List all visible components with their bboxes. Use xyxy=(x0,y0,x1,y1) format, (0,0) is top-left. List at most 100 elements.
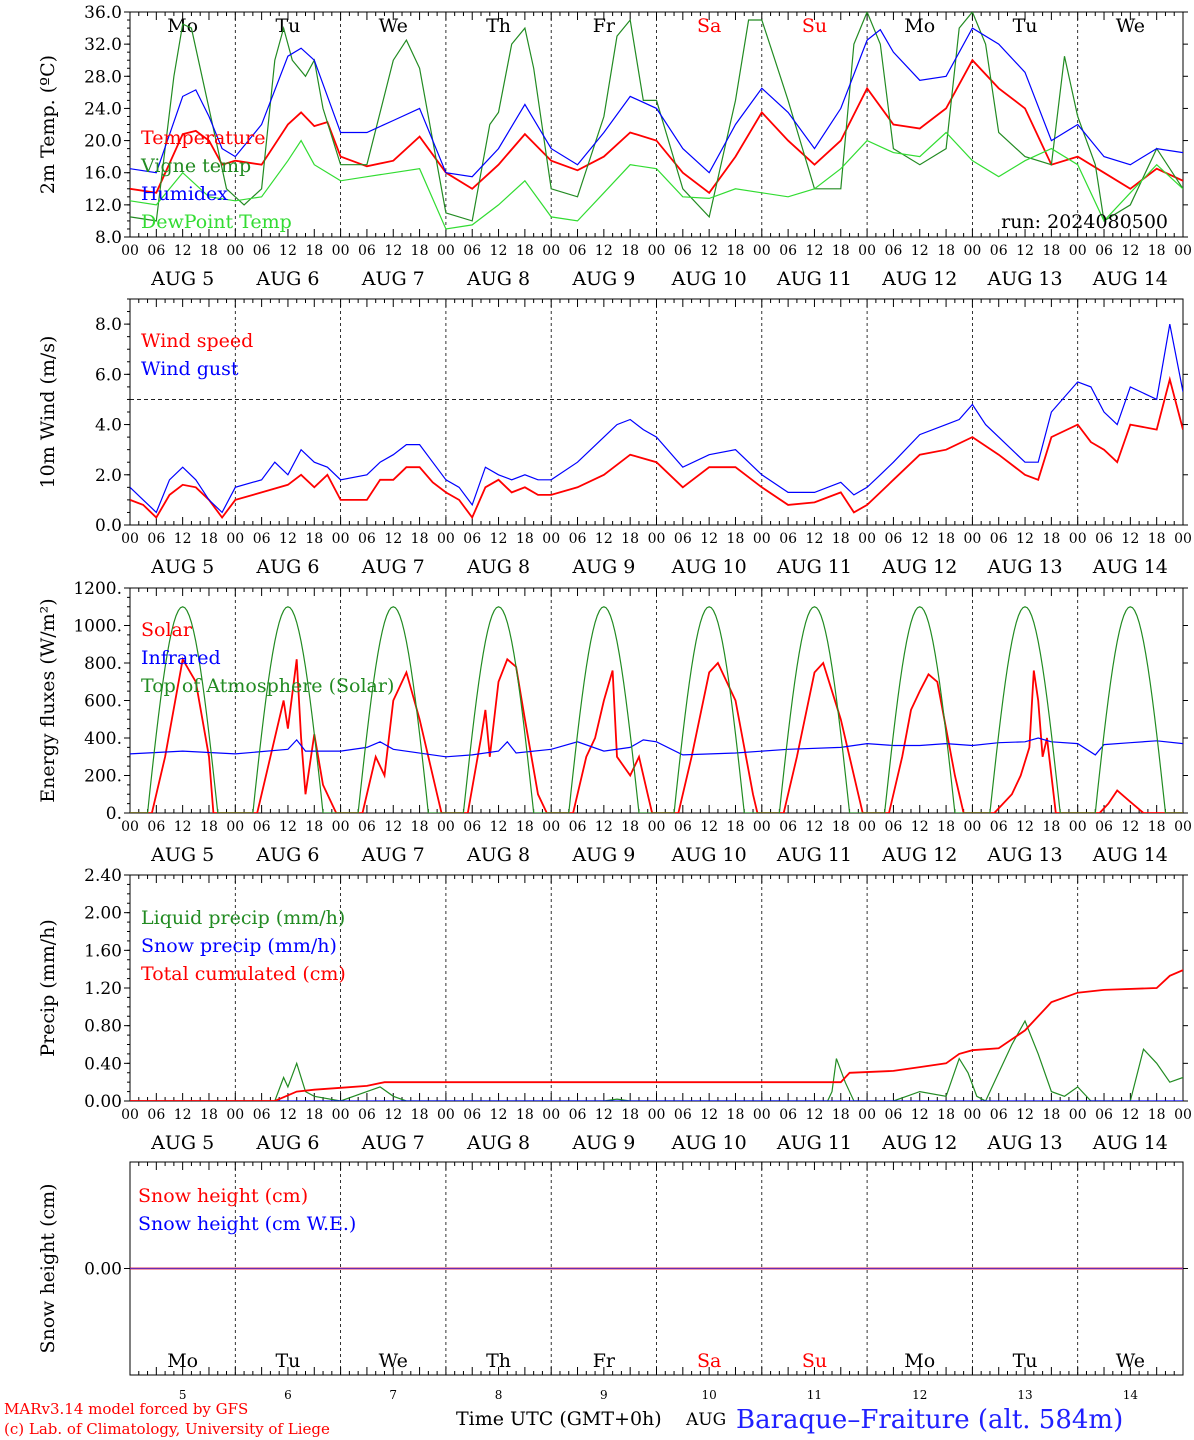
hour-tick-label: 18 xyxy=(727,1107,745,1123)
hour-tick-label: 06 xyxy=(674,531,692,547)
legend-entry: DewPoint Temp xyxy=(141,211,292,233)
legend-entry: Vigne temp xyxy=(140,155,251,177)
y-tick-label: 400. xyxy=(84,729,122,749)
legend-entry: Solar xyxy=(141,619,193,641)
y-axis-label: Snow height (cm) xyxy=(37,1183,59,1353)
hour-tick-label: 12 xyxy=(911,1107,929,1123)
hour-tick-label: 00 xyxy=(858,243,876,259)
hour-tick-label: 00 xyxy=(858,1107,876,1123)
date-label: AUG 7 xyxy=(361,268,425,290)
hour-tick-label: 12 xyxy=(1016,1107,1034,1123)
y-tick-label: 0.0 xyxy=(95,516,122,536)
day-number: 13 xyxy=(1017,1388,1032,1402)
hour-tick-label: 06 xyxy=(990,531,1008,547)
hour-tick-label: 12 xyxy=(700,819,718,835)
hour-tick-label: 06 xyxy=(569,243,587,259)
y-axis-label: Energy fluxes (W/m²) xyxy=(37,598,59,802)
legend-entry: Top of Atmosphere (Solar) xyxy=(141,675,394,697)
date-label: AUG 5 xyxy=(150,1132,214,1154)
date-label: AUG 11 xyxy=(776,844,852,866)
day-name: Tu xyxy=(1013,1350,1038,1372)
hour-tick-label: 00 xyxy=(332,1107,350,1123)
series-line-total-cumulated-cm xyxy=(130,969,1183,1101)
hour-tick-label: 00 xyxy=(226,243,244,259)
hour-tick-label: 00 xyxy=(437,243,455,259)
y-tick-label: 36.0 xyxy=(84,3,122,23)
day-name: Th xyxy=(486,15,511,37)
hour-tick-label: 18 xyxy=(937,531,955,547)
run-annotation: run: 2024080500 xyxy=(1001,211,1168,233)
y-tick-label: 0. xyxy=(106,804,122,824)
day-name: We xyxy=(379,15,408,37)
y-tick-label: 28.0 xyxy=(84,67,122,87)
date-label: AUG 10 xyxy=(671,844,747,866)
hour-tick-label: 00 xyxy=(542,531,560,547)
day-name: We xyxy=(1116,1350,1145,1372)
hour-tick-label: 06 xyxy=(463,1107,481,1123)
footer: MARv3.14 model forced by GFS (c) Lab. of… xyxy=(4,1400,1123,1438)
hour-tick-label: 00 xyxy=(332,819,350,835)
hour-tick-label: 06 xyxy=(885,243,903,259)
time-axis-label: Time UTC (GMT+0h) xyxy=(456,1408,662,1430)
hour-tick-label: 12 xyxy=(490,819,508,835)
hour-tick-label: 12 xyxy=(384,1107,402,1123)
series-line-vigne-temp xyxy=(130,12,1183,222)
date-label: AUG 5 xyxy=(150,844,214,866)
date-label: AUG 14 xyxy=(1092,268,1168,290)
hour-tick-label: 00 xyxy=(648,243,666,259)
hour-tick-label: 00 xyxy=(648,1107,666,1123)
y-tick-label: 8.0 xyxy=(95,315,122,335)
day-name: Mo xyxy=(904,1350,935,1372)
hour-tick-label: 12 xyxy=(490,1107,508,1123)
hour-tick-label: 06 xyxy=(147,1107,165,1123)
y-tick-label: 4.0 xyxy=(95,416,122,436)
day-name: Fr xyxy=(593,15,616,37)
hour-tick-label: 06 xyxy=(885,1107,903,1123)
hour-tick-label: 06 xyxy=(253,819,271,835)
hour-tick-label: 18 xyxy=(1042,531,1060,547)
day-name: Tu xyxy=(1013,15,1038,37)
hour-tick-label: 06 xyxy=(779,243,797,259)
hour-tick-label: 00 xyxy=(542,819,560,835)
day-name: Su xyxy=(802,1350,827,1372)
hour-tick-label: 06 xyxy=(253,531,271,547)
series-line-humidex xyxy=(130,27,1183,178)
hour-tick-label: 00 xyxy=(963,531,981,547)
day-name: Mo xyxy=(904,15,935,37)
hour-tick-label: 12 xyxy=(806,819,824,835)
date-label: AUG 8 xyxy=(466,556,530,578)
date-label: AUG 10 xyxy=(671,268,747,290)
day-number: 9 xyxy=(600,1388,608,1402)
hour-tick-label: 12 xyxy=(1121,531,1139,547)
y-tick-label: 0.00 xyxy=(84,1092,122,1112)
hour-tick-label: 18 xyxy=(1148,243,1166,259)
hour-tick-label: 18 xyxy=(727,819,745,835)
hour-tick-label: 00 xyxy=(121,819,139,835)
hour-tick-label: 12 xyxy=(911,531,929,547)
hour-tick-label: 00 xyxy=(437,1107,455,1123)
hour-tick-label: 06 xyxy=(463,819,481,835)
y-tick-label: 0.80 xyxy=(84,1017,122,1037)
legend-entry: Humidex xyxy=(141,183,228,205)
hour-tick-label: 06 xyxy=(674,1107,692,1123)
hour-tick-label: 06 xyxy=(990,243,1008,259)
plot-frame xyxy=(129,587,1184,814)
date-label: AUG 6 xyxy=(255,556,319,578)
hour-tick-label: 18 xyxy=(621,1107,639,1123)
hour-tick-label: 12 xyxy=(595,243,613,259)
day-number: 10 xyxy=(702,1388,717,1402)
hour-tick-label: 06 xyxy=(1095,243,1113,259)
y-tick-label: 2.00 xyxy=(84,904,122,924)
day-number: 11 xyxy=(807,1388,822,1402)
hour-tick-label: 06 xyxy=(358,819,376,835)
hour-tick-label: 12 xyxy=(595,819,613,835)
hour-tick-label: 06 xyxy=(674,819,692,835)
day-name: Tu xyxy=(275,15,300,37)
hour-tick-label: 06 xyxy=(463,531,481,547)
hour-tick-label: 06 xyxy=(885,819,903,835)
hour-tick-label: 12 xyxy=(700,531,718,547)
hour-tick-label: 18 xyxy=(305,1107,323,1123)
legend-entry: Wind speed xyxy=(141,330,253,352)
day-number: 7 xyxy=(389,1388,397,1402)
